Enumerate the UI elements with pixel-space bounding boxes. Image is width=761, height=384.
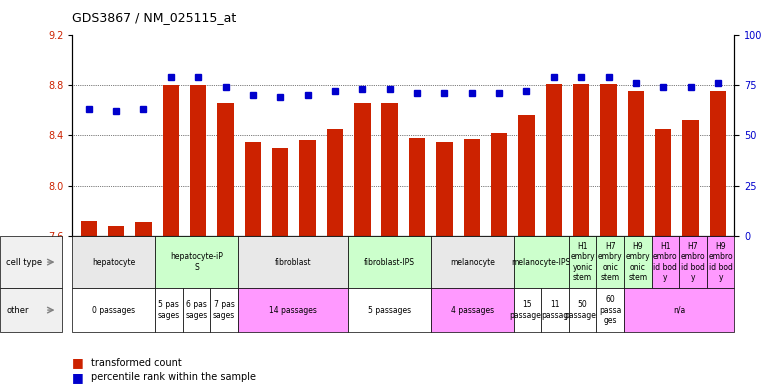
Text: other: other (6, 306, 29, 314)
Text: 5 passages: 5 passages (368, 306, 411, 314)
Bar (710, 91, 726, 236)
Bar (573, 84, 589, 236)
Text: hepatocyte: hepatocyte (92, 258, 135, 266)
Text: percentile rank within the sample: percentile rank within the sample (91, 372, 256, 382)
Text: 11
passag: 11 passag (541, 300, 568, 320)
Bar (244, 142, 261, 236)
Text: H1
embro
id bod
y: H1 embro id bod y (653, 242, 678, 282)
Bar (546, 84, 562, 236)
Bar (628, 91, 644, 236)
Bar (463, 139, 480, 236)
Bar (518, 115, 535, 236)
Bar (81, 221, 97, 236)
Bar (600, 84, 616, 236)
Text: H9
embro
id bod
y: H9 embro id bod y (708, 242, 733, 282)
Bar (326, 129, 343, 236)
Text: GDS3867 / NM_025115_at: GDS3867 / NM_025115_at (72, 12, 237, 25)
Text: 14 passages: 14 passages (269, 306, 317, 314)
Bar (135, 222, 151, 236)
Bar (655, 129, 671, 236)
Text: fibroblast-IPS: fibroblast-IPS (364, 258, 415, 266)
Bar (436, 142, 453, 236)
Bar (218, 103, 234, 236)
Bar (190, 85, 206, 236)
Text: 4 passages: 4 passages (451, 306, 494, 314)
Text: ■: ■ (72, 356, 84, 369)
Text: transformed count: transformed count (91, 358, 182, 368)
Text: fibroblast: fibroblast (275, 258, 311, 266)
Text: 7 pas
sages: 7 pas sages (213, 300, 235, 320)
Bar (381, 103, 398, 236)
Text: 0 passages: 0 passages (92, 306, 135, 314)
Text: 50
passages: 50 passages (565, 300, 600, 320)
Bar (409, 138, 425, 236)
Bar (354, 103, 371, 236)
Text: H7
embro
id bod
y: H7 embro id bod y (680, 242, 705, 282)
Bar (272, 148, 288, 236)
Bar (163, 85, 179, 236)
Text: cell type: cell type (6, 258, 43, 266)
Bar (108, 226, 124, 236)
Text: 5 pas
sages: 5 pas sages (158, 300, 180, 320)
Text: melanocyte: melanocyte (450, 258, 495, 266)
Bar (299, 141, 316, 236)
Text: hepatocyte-iP
S: hepatocyte-iP S (170, 252, 223, 272)
Text: 15
passages: 15 passages (510, 300, 546, 320)
Text: melanocyte-IPS: melanocyte-IPS (511, 258, 571, 266)
Text: H1
embry
yonic
stem: H1 embry yonic stem (570, 242, 595, 282)
Text: H7
embry
onic
stem: H7 embry onic stem (598, 242, 622, 282)
Text: 6 pas
sages: 6 pas sages (186, 300, 208, 320)
Text: ■: ■ (72, 371, 84, 384)
Bar (491, 133, 508, 236)
Text: H9
embry
onic
stem: H9 embry onic stem (626, 242, 650, 282)
Bar (683, 120, 699, 236)
Text: 60
passa
ges: 60 passa ges (599, 295, 622, 325)
Text: n/a: n/a (673, 306, 686, 314)
